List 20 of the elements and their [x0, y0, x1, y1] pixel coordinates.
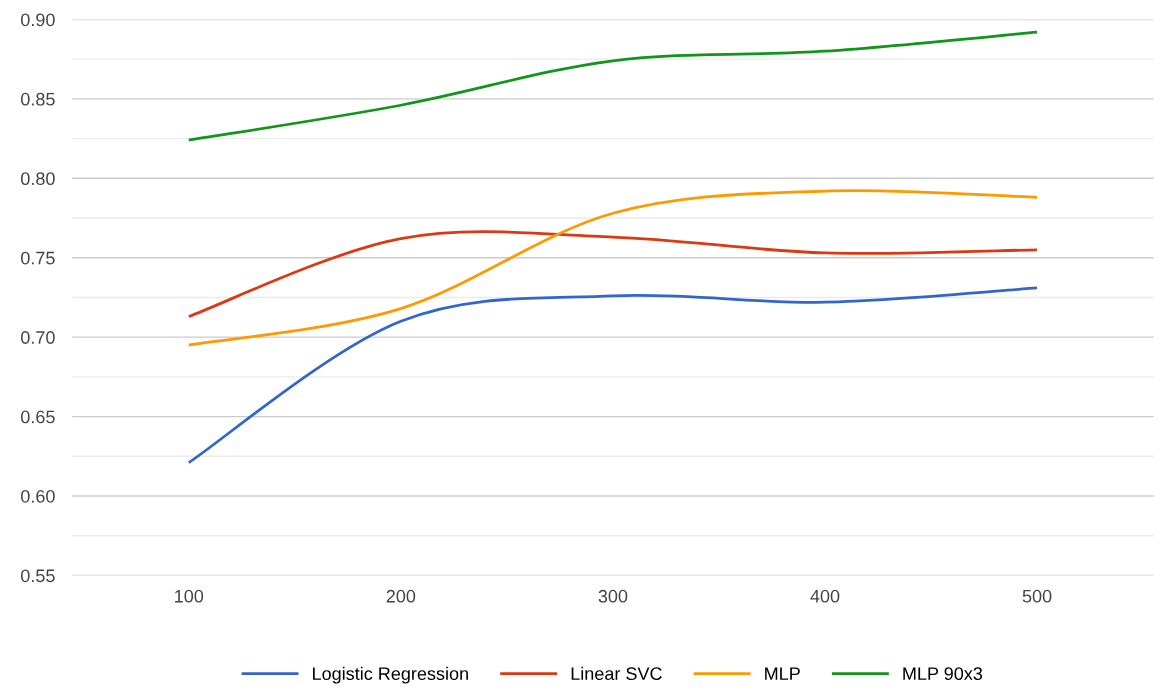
line-series: [187, 189, 1039, 347]
y-tick-label: 0.90: [21, 13, 55, 27]
y-tick-label: 0.65: [21, 410, 55, 424]
y-tick-label: 0.60: [21, 489, 55, 503]
y-tick-label: 0.80: [21, 172, 55, 186]
y-tick-label: 0.75: [21, 251, 55, 265]
y-tick-label: 0.55: [21, 569, 55, 583]
x-tick-label: 100: [175, 589, 204, 603]
line-series: [187, 30, 1039, 142]
x-tick-label: 500: [1022, 589, 1052, 603]
legend-label: Logistic Regression: [313, 666, 468, 684]
line-series: [187, 286, 1039, 465]
legend-label: MLP: [765, 667, 800, 680]
legend-label: MLP 90x3: [903, 667, 983, 681]
y-tick-label: 0.70: [21, 331, 55, 344]
legend-label: Linear SVC: [571, 666, 662, 681]
y-tick-label: 0.85: [21, 92, 55, 106]
x-tick-label: 300: [598, 589, 628, 603]
x-tick-label: 200: [386, 589, 416, 603]
x-tick-label: 400: [810, 589, 840, 603]
